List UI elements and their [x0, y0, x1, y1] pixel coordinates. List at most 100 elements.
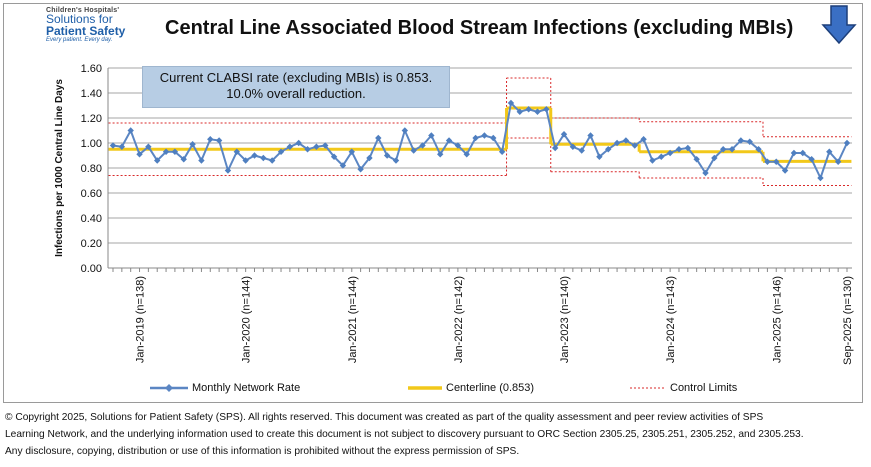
footer-line-1: © Copyright 2025, Solutions for Patient …: [5, 412, 764, 423]
data-point: [268, 157, 276, 164]
data-point: [224, 167, 232, 174]
y-tick-label: 1.00: [81, 138, 102, 150]
data-point: [755, 146, 762, 153]
legend-limits-marker: [630, 387, 664, 389]
data-point: [145, 143, 152, 150]
data-point: [251, 152, 258, 159]
data-point: [702, 169, 709, 177]
copyright-footer: © Copyright 2025, Solutions for Patient …: [5, 409, 865, 460]
y-tick-label: 0.60: [81, 188, 102, 200]
data-point: [543, 106, 550, 113]
data-point: [189, 141, 196, 148]
legend-series-label: Monthly Network Rate: [192, 382, 301, 394]
data-point: [587, 132, 594, 139]
data-point: [357, 166, 364, 173]
data-point: [136, 151, 143, 158]
y-axis-label: Infections per 1000 Central Line Days: [54, 79, 65, 257]
data-point: [613, 139, 621, 147]
data-point: [773, 158, 780, 165]
data-point: [719, 146, 727, 153]
data-point: [295, 139, 302, 147]
data-point: [445, 137, 453, 144]
series-line: [112, 100, 848, 181]
callout-box: Current CLABSI rate (excluding MBIs) is …: [142, 66, 450, 108]
x-tick-label: Jan-2020 (n=144): [241, 276, 253, 363]
data-point: [392, 157, 400, 164]
data-point: [631, 142, 638, 149]
data-point: [781, 167, 789, 174]
data-point: [525, 106, 532, 113]
data-point: [684, 144, 692, 152]
data-point: [109, 142, 117, 149]
data-point: [596, 153, 603, 160]
data-point: [551, 144, 559, 152]
data-point: [666, 149, 674, 157]
data-point: [693, 156, 700, 163]
data-point: [463, 151, 470, 158]
sps-logo: Children's Hospitals' Solutions for Pati…: [46, 7, 156, 43]
logo-line-4: Every patient. Every day.: [46, 37, 113, 43]
data-point: [207, 136, 214, 143]
data-point: [366, 154, 373, 162]
y-tick-label: 1.20: [81, 113, 102, 125]
y-tick-label: 1.60: [81, 63, 102, 75]
logo-line-1: Children's Hospitals': [46, 7, 120, 14]
data-point: [472, 134, 479, 142]
legend-series-marker: [150, 384, 188, 392]
x-tick-label: Jan-2025 (n=146): [771, 276, 783, 363]
x-tick-label: Jan-2022 (n=142): [453, 276, 465, 363]
data-point: [658, 153, 665, 160]
data-point: [498, 148, 506, 155]
data-point: [649, 157, 656, 164]
data-point: [118, 143, 126, 150]
data-point: [313, 143, 320, 150]
data-point: [490, 134, 497, 142]
data-point: [516, 108, 523, 115]
data-point: [764, 158, 771, 165]
legend-centerline-marker: [408, 386, 442, 390]
x-tick-label: Sep-2025 (n=130): [842, 276, 854, 365]
data-point: [127, 127, 134, 134]
data-point: [507, 99, 515, 107]
control-chart: 0.00 0.20 0.40 0.60 0.80 1.00 1.20 1.40 1.60 Infe…: [54, 63, 854, 365]
down-arrow-icon[interactable]: [821, 5, 857, 45]
x-tick-label: Jan-2024 (n=143): [665, 276, 677, 363]
data-point: [622, 137, 630, 144]
data-point: [215, 137, 223, 144]
logo-line-2: Solutions for: [46, 12, 113, 26]
data-point: [322, 142, 329, 149]
data-point: [817, 174, 824, 182]
data-point: [454, 142, 462, 149]
callout-line-2: 10.0% overall reduction.: [226, 86, 366, 101]
data-point: [640, 136, 647, 143]
data-point: [569, 143, 577, 150]
data-point: [162, 148, 170, 155]
data-point: [348, 148, 355, 155]
data-point: [711, 154, 718, 162]
data-point: [198, 157, 205, 164]
data-point: [180, 156, 187, 163]
chart-title: Central Line Associated Blood Stream Inf…: [165, 17, 794, 39]
data-point: [154, 157, 161, 164]
data-point: [675, 146, 683, 153]
y-tick-label: 0.40: [81, 213, 102, 225]
data-point: [746, 138, 753, 145]
legend: Monthly Network Rate Centerline (0.853) …: [150, 382, 850, 400]
data-point: [428, 132, 435, 139]
x-tick-label: Jan-2019 (n=138): [135, 276, 147, 363]
data-point: [578, 147, 585, 154]
x-tick-label: Jan-2021 (n=144): [347, 276, 359, 363]
legend-item-series: Monthly Network Rate: [150, 382, 300, 394]
data-point: [242, 157, 249, 164]
footer-line-3: Any disclosure, copying, distribution or…: [5, 446, 520, 457]
y-tick-label: 1.40: [81, 88, 102, 100]
footer-line-2: Learning Network, and the underlying inf…: [5, 429, 804, 440]
data-point: [799, 149, 806, 157]
data-point: [171, 148, 179, 155]
legend-item-limits: Control Limits: [630, 382, 737, 394]
legend-item-centerline: Centerline (0.853): [408, 382, 534, 394]
data-point: [339, 162, 347, 169]
data-point: [375, 134, 382, 142]
y-tick-label: 0.20: [81, 238, 102, 250]
data-point: [728, 146, 736, 153]
